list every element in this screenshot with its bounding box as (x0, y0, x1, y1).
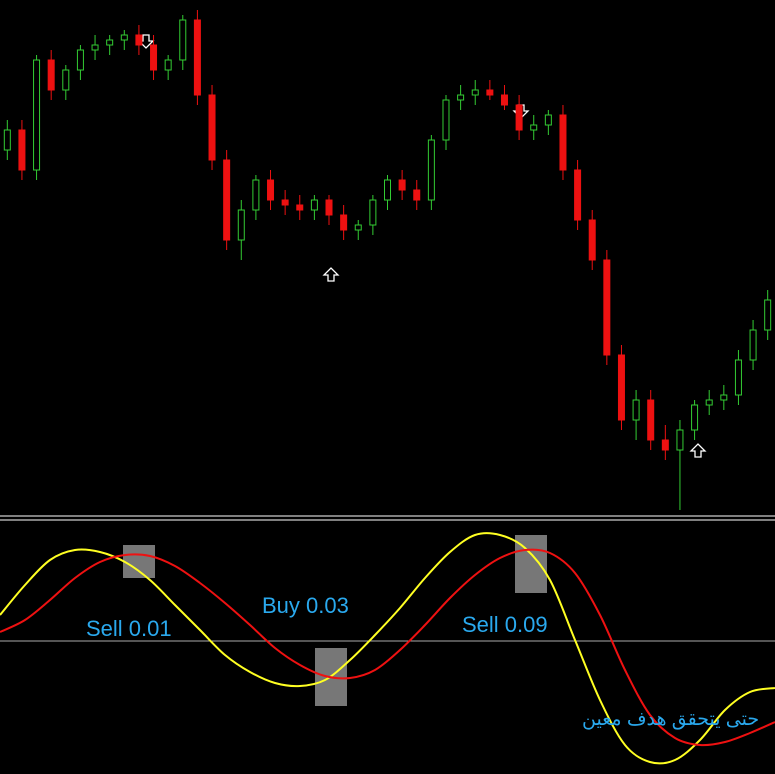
candle-body (691, 404, 699, 431)
signal-boxes (123, 535, 547, 706)
candle-body (208, 94, 216, 161)
candle-body (354, 224, 362, 231)
candle-body (676, 429, 684, 451)
candle-body (705, 399, 713, 406)
candle-body (544, 114, 552, 126)
candle-body (369, 199, 377, 226)
candle-body (325, 199, 333, 216)
candle-body (515, 104, 523, 131)
candle-body (574, 169, 582, 221)
candle-body (413, 189, 421, 201)
up-arrow (689, 443, 707, 458)
candle-body (340, 214, 348, 231)
candle-body (530, 124, 538, 131)
candle-body (62, 69, 70, 91)
candle-body (281, 199, 289, 206)
candle-body (486, 89, 494, 96)
signal-box (123, 545, 155, 578)
candle-body (179, 19, 187, 61)
candle-body (47, 59, 55, 91)
candle-body (252, 179, 260, 211)
candle-body (398, 179, 406, 191)
candle-body (559, 114, 567, 171)
candle-body (135, 34, 143, 46)
candle-body (720, 394, 728, 401)
candle-body (632, 399, 640, 421)
oscillator-line (0, 532, 775, 765)
candle-body (76, 49, 84, 71)
candle-body (384, 179, 391, 201)
candle-body (749, 329, 757, 361)
candle-body (442, 99, 450, 141)
candle-body (764, 299, 772, 331)
candle-body (237, 209, 245, 241)
candle-body (223, 159, 231, 241)
candle-body (647, 399, 655, 441)
candle-body (164, 59, 172, 71)
up-arrow (322, 267, 340, 282)
candle-body (427, 139, 435, 201)
candle-body (193, 19, 201, 96)
oscillator (0, 532, 775, 765)
candle-body (91, 44, 99, 51)
candle-body (120, 34, 128, 41)
annotation: Sell 0.09 (462, 612, 548, 637)
annotation: حتى يتحقق هدف معين (582, 709, 759, 730)
candle-body (471, 89, 479, 96)
candle-body (310, 199, 318, 211)
candle-body (734, 359, 742, 396)
candle-body (603, 259, 611, 356)
oscillator-line (0, 548, 775, 747)
annotation: Sell 0.01 (86, 616, 172, 641)
candle-body (18, 129, 26, 171)
candle-body (296, 204, 304, 211)
candle-body (588, 219, 596, 261)
candle-body (3, 129, 11, 151)
annotation: Buy 0.03 (262, 593, 349, 618)
candle-body (150, 44, 158, 71)
candle-body (33, 59, 41, 171)
candle-body (267, 179, 275, 201)
candles (3, 10, 772, 510)
candle-body (106, 39, 114, 46)
candle-body (500, 94, 508, 106)
candle-body (617, 354, 625, 421)
candle-body (457, 94, 465, 101)
candle-body (661, 439, 669, 451)
